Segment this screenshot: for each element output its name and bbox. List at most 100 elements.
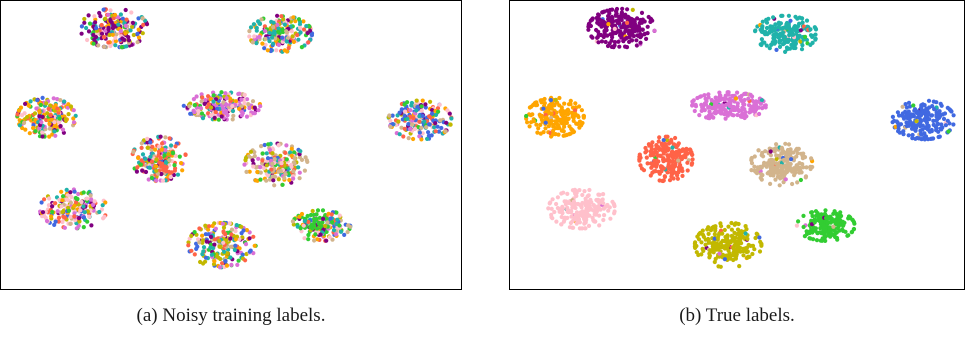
scatter-point	[706, 225, 711, 230]
scatter-point	[417, 130, 422, 135]
scatter-point	[834, 235, 840, 241]
scatter-point	[154, 157, 159, 162]
scatter-point	[711, 115, 716, 120]
scatter-point	[813, 209, 819, 214]
scatter-point	[227, 96, 233, 101]
scatter-point	[170, 150, 175, 155]
scatter-point	[719, 224, 724, 229]
scatter-point	[757, 235, 762, 240]
scatter-point	[53, 133, 58, 138]
scatter-point	[192, 230, 197, 235]
scatter-point	[284, 143, 289, 148]
scatter-point	[270, 151, 275, 156]
scatter-point	[426, 122, 432, 127]
scatter-point	[139, 145, 144, 150]
scatter-point	[812, 220, 817, 225]
scatter-point	[65, 197, 70, 203]
scatter-point	[147, 165, 152, 170]
scatter-point	[789, 157, 794, 162]
scatter-point	[840, 227, 845, 232]
scatter-point	[701, 234, 706, 239]
scatter-point	[641, 168, 647, 173]
scatter-point	[22, 120, 27, 125]
scatter-point	[758, 164, 763, 169]
scatter-point	[623, 29, 628, 34]
scatter-point	[667, 140, 673, 145]
scatter-point	[199, 92, 204, 97]
scatter-point	[258, 170, 263, 175]
scatter-point	[625, 20, 630, 25]
scatter-point	[776, 20, 781, 25]
scatter-point	[586, 193, 591, 198]
scatter-point	[276, 26, 281, 31]
scatter-point	[82, 210, 87, 215]
scatter-point	[801, 165, 806, 170]
scatter-point	[116, 15, 121, 20]
scatter-point	[113, 43, 118, 48]
scatter-point	[733, 221, 738, 226]
scatter-point	[166, 152, 171, 157]
scatter-point	[42, 213, 47, 218]
scatter-point	[337, 213, 342, 218]
scatter-point	[736, 108, 741, 114]
scatter-point	[759, 172, 764, 177]
scatter-point	[200, 95, 205, 100]
scatter-point	[910, 132, 915, 138]
scatter-point	[700, 246, 705, 251]
scatter-point	[951, 113, 956, 118]
scatter-point	[743, 231, 748, 236]
scatter-point	[571, 118, 576, 123]
scatter-point	[758, 42, 763, 47]
scatter-point	[716, 247, 721, 252]
scatter-point	[264, 178, 269, 183]
scatter-point	[315, 226, 320, 231]
scatter-point	[206, 227, 211, 232]
scatter-point	[99, 22, 104, 28]
scatter-point	[723, 109, 728, 114]
scatter-point	[896, 123, 901, 129]
scatter-point	[279, 161, 284, 166]
scatter-point	[946, 129, 951, 134]
scatter-point	[786, 13, 791, 18]
scatter-point	[263, 42, 268, 47]
scatter-point	[301, 223, 306, 228]
scatter-point	[781, 42, 786, 47]
scatter-point	[230, 117, 235, 122]
scatter-point	[629, 29, 634, 34]
scatter-point	[44, 218, 50, 224]
scatter-point	[768, 153, 773, 158]
scatter-point	[304, 24, 309, 29]
scatter-point	[76, 191, 81, 197]
scatter-point	[247, 230, 252, 235]
scatter-point	[254, 25, 259, 31]
scatter-point	[737, 233, 742, 238]
scatter-point	[53, 103, 58, 108]
scatter-point	[548, 200, 553, 205]
scatter-point	[658, 164, 663, 169]
scatter-point	[139, 158, 144, 163]
scatter-point	[904, 120, 909, 125]
scatter-point	[208, 245, 213, 250]
scatter-point	[677, 168, 682, 173]
scatter-point	[659, 142, 664, 147]
scatter-point	[611, 19, 616, 24]
scatter-point	[337, 223, 342, 228]
scatter-point	[757, 249, 763, 254]
scatter-point	[139, 141, 144, 146]
scatter-point	[211, 93, 216, 98]
scatter-point	[64, 187, 69, 192]
scatter-point	[208, 234, 214, 239]
scatter-point	[85, 37, 90, 43]
scatter-point	[729, 227, 734, 232]
scatter-point	[53, 219, 58, 224]
cluster-tan	[242, 141, 310, 188]
scatter-point	[553, 126, 558, 131]
scatter-point	[79, 31, 84, 36]
scatter-point	[717, 251, 722, 256]
scatter-point	[154, 168, 159, 173]
scatter-point	[627, 16, 632, 21]
scatter-point	[674, 153, 679, 158]
scatter-point	[937, 109, 942, 114]
scatter-point	[261, 166, 266, 171]
scatter-point	[779, 164, 784, 169]
